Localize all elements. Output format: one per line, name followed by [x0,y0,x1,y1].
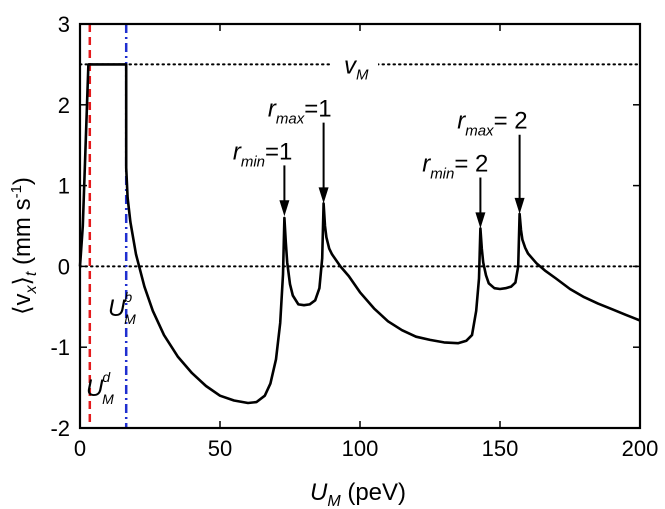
x-tick-label-150: 150 [482,436,519,461]
annotation-arrow-head-0 [279,200,290,217]
grid-layer [79,24,641,428]
vm-label-bg [330,51,378,78]
annotation-label-3: rmax= 2 [457,108,527,140]
y-tick-label-2: 2 [58,93,70,118]
umb-label: Ub M [108,289,136,327]
y-tick-label--1: -1 [50,335,70,360]
umd-label: Ud M [86,369,114,407]
y-axis-label: ⟨vx⟩t (mm s-1) [8,177,40,315]
x-tick-label-50: 50 [208,436,232,461]
annotation-label-1: rmax=1 [268,96,332,128]
annotation-arrow-head-3 [514,197,525,214]
annotation-arrow-head-1 [318,187,329,204]
x-tick-label-100: 100 [342,436,379,461]
series-layer [78,63,641,405]
annotation-arrow-head-2 [475,212,486,229]
plot-frame [78,22,642,430]
y-tick-label-3: 3 [58,12,70,37]
y-tick-label--2: -2 [50,416,70,441]
x-tick-label-200: 200 [622,436,659,461]
series-line-0 [78,63,641,405]
annotation-label-0: rmin=1 [233,138,293,170]
x-tick-label-0: 0 [74,436,86,461]
x-axis-label: UM (peV) [310,479,406,509]
annotation-layer: vM Ub M Ud M rmin=1 rmax=1 rmin= 2 rmax= 2 [86,51,528,407]
vm-label: vM [344,52,369,83]
y-tick-label-1: 1 [58,174,70,199]
y-tick-label-0: 0 [58,254,70,279]
annotation-label-2: rmin= 2 [422,151,488,183]
